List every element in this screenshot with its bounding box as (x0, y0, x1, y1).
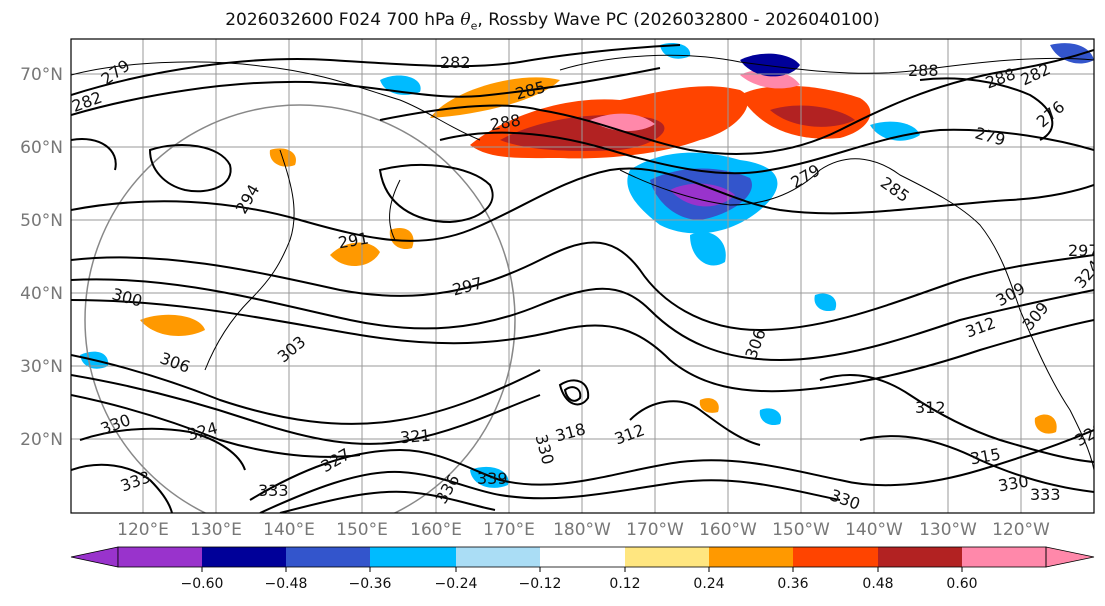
svg-text:327: 327 (318, 444, 354, 476)
colorbar-tick-label: −0.60 (181, 576, 224, 592)
svg-text:339: 339 (477, 469, 508, 488)
svg-text:282: 282 (440, 53, 471, 72)
positive-anomaly-patch (770, 105, 855, 127)
lat-label: 50°N (20, 211, 63, 231)
colorbar-tick-label: −0.24 (435, 576, 478, 592)
colorbar-tick-label: 0.48 (862, 576, 893, 592)
lon-label: 120°W (992, 520, 1050, 540)
colorbar-segment-1 (118, 547, 202, 567)
svg-text:321: 321 (399, 426, 431, 448)
colorbar-tick-label: 0.12 (609, 576, 640, 592)
negative-anomaly-patch (690, 231, 726, 266)
colorbar-segment-2 (202, 547, 286, 567)
svg-text:279: 279 (973, 123, 1007, 149)
svg-text:294: 294 (232, 181, 264, 217)
lon-label: 120°E (117, 520, 169, 540)
colorbar-tick-label: −0.12 (519, 576, 562, 592)
lat-lon-grid (71, 39, 1094, 513)
colorbar-segment-3 (286, 547, 370, 567)
colorbar-tick-label: −0.48 (265, 576, 308, 592)
svg-text:333: 333 (118, 467, 153, 495)
lat-label: 30°N (20, 357, 63, 377)
lon-label: 170°W (626, 520, 684, 540)
colorbar-segment-11 (962, 547, 1046, 567)
colorbar-segment-9 (793, 547, 878, 567)
map-title: 2026032600 F024 700 hPa θe, Rossby Wave … (225, 10, 880, 33)
latitude-labels: 70°N 60°N 50°N 40°N 30°N 20°N (20, 65, 63, 450)
colorbar-tick-label: −0.36 (349, 576, 392, 592)
svg-text:324: 324 (1070, 256, 1104, 292)
lat-label: 20°N (20, 430, 63, 450)
positive-anomaly-patch (699, 398, 719, 413)
lon-label: 180°W (553, 520, 611, 540)
svg-text:306: 306 (741, 326, 769, 361)
colorbar-segment-10 (878, 547, 962, 567)
svg-text:300: 300 (110, 284, 144, 310)
lon-label: 160°W (699, 520, 757, 540)
svg-text:276: 276 (1033, 97, 1069, 131)
lon-label: 160°E (410, 520, 462, 540)
colorbar-tick-label: 0.60 (946, 576, 977, 592)
colorbar-tick-label: 0.36 (777, 576, 808, 592)
lon-label: 140°W (845, 520, 903, 540)
svg-text:333: 333 (258, 481, 289, 500)
svg-text:330: 330 (997, 471, 1030, 495)
lat-label: 70°N (20, 65, 63, 85)
lon-label: 170°E (483, 520, 535, 540)
theta-e-contours (71, 44, 1094, 513)
svg-text:312: 312 (612, 420, 647, 448)
positive-anomaly-patch (1034, 414, 1057, 434)
svg-text:297: 297 (450, 273, 484, 299)
svg-text:288: 288 (908, 61, 939, 80)
svg-text:285: 285 (877, 173, 913, 206)
coastlines (71, 54, 1094, 471)
lon-label: 130°W (919, 520, 977, 540)
colorbar: −0.60 −0.48 −0.36 −0.24 −0.12 0.12 0.24 … (70, 546, 1095, 592)
map-frame (70, 38, 1095, 514)
lon-label: 140°E (263, 520, 315, 540)
colorbar-segment-12 (1045, 546, 1095, 568)
positive-anomaly-patch (330, 242, 380, 267)
svg-text:306: 306 (157, 348, 192, 376)
lat-label: 40°N (20, 284, 63, 304)
svg-text:282: 282 (69, 88, 104, 116)
svg-text:330: 330 (827, 485, 862, 513)
negative-anomaly-patch (814, 293, 837, 312)
negative-anomaly-patch (670, 183, 735, 207)
colorbar-segment-8 (709, 547, 793, 567)
negative-anomaly-patch (1050, 43, 1094, 64)
svg-text:309: 309 (1018, 298, 1052, 334)
svg-text:312: 312 (915, 398, 946, 417)
colorbar-segment-6 (540, 547, 625, 567)
colorbar-segment-4 (370, 547, 456, 567)
svg-text:279: 279 (98, 56, 134, 89)
positive-anomaly-patch (140, 314, 205, 336)
colorbar-tick-label: 0.24 (693, 576, 724, 592)
negative-anomaly-patch (870, 121, 920, 141)
svg-text:303: 303 (274, 332, 310, 366)
map-plot-area: 279 282 282 285 288 288 288 282 276 279 … (69, 39, 1104, 513)
positive-anomaly-patch (389, 228, 414, 250)
lon-label: 150°W (772, 520, 830, 540)
svg-text:330: 330 (531, 432, 557, 466)
svg-text:297: 297 (1068, 241, 1099, 260)
svg-text:333: 333 (1030, 485, 1061, 504)
lat-label: 60°N (20, 138, 63, 158)
longitude-labels: 120°E 130°E 140°E 150°E 160°E 170°E 180°… (117, 520, 1050, 540)
lon-label: 150°E (336, 520, 388, 540)
negative-anomaly-patch (759, 408, 782, 426)
svg-text:330: 330 (98, 410, 133, 438)
colorbar-segment-7 (625, 547, 709, 567)
colorbar-segment-5 (456, 547, 540, 567)
lon-label: 130°E (190, 520, 242, 540)
negative-anomaly-patch (740, 53, 800, 77)
anomaly-shading (80, 43, 1094, 488)
colorbar-segment-0 (70, 546, 119, 568)
